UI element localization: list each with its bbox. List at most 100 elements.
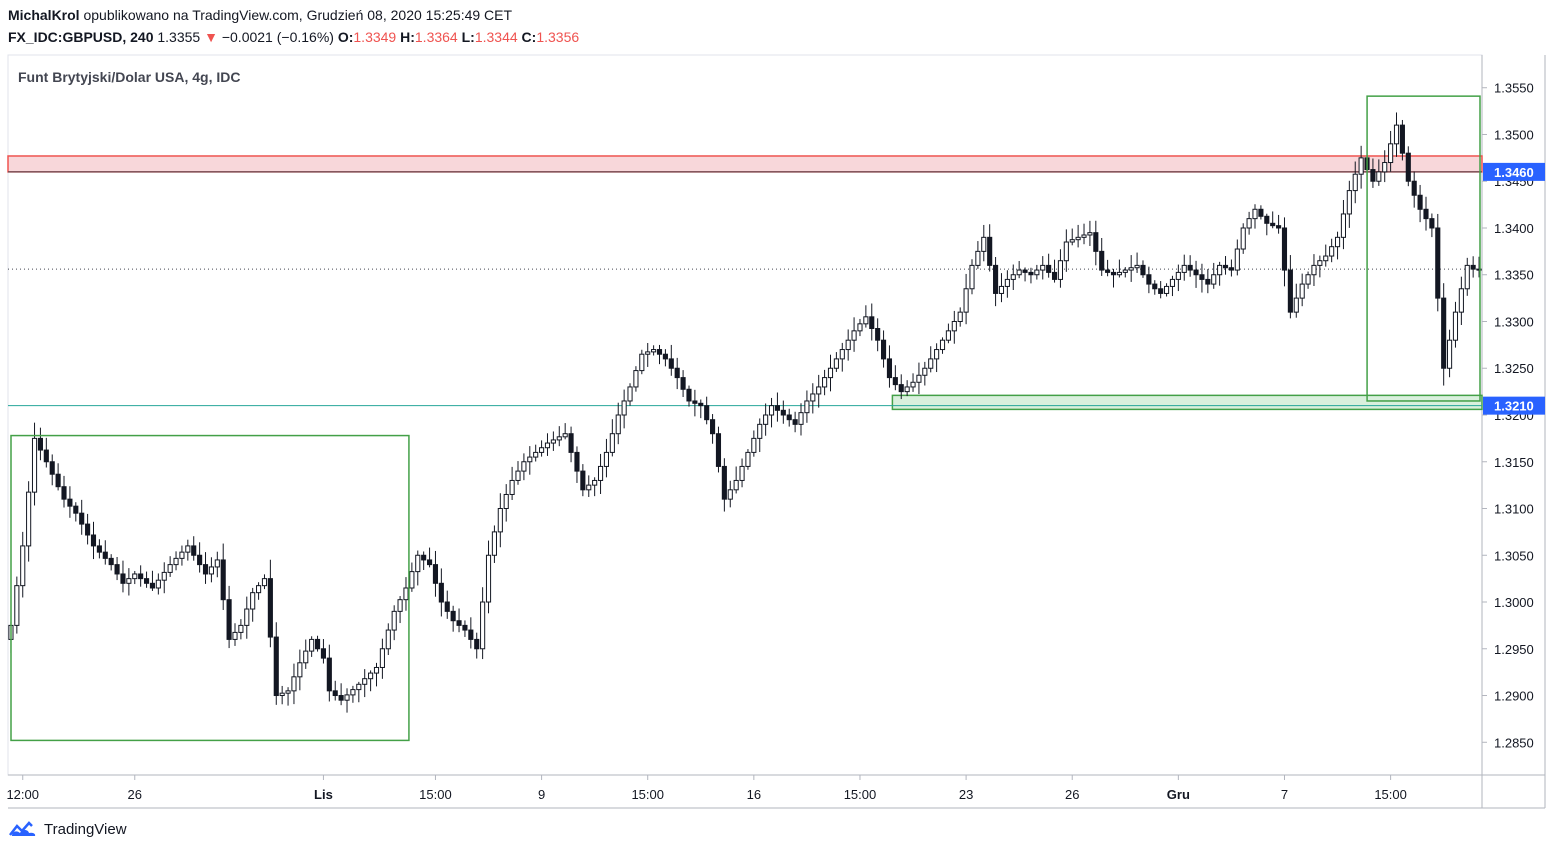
y-tick-label: 1.3250 (1494, 361, 1534, 376)
candle-body (603, 451, 610, 467)
candle-body (291, 676, 297, 692)
candle-body (14, 585, 20, 626)
candle-body (1270, 222, 1276, 227)
candle-body (580, 470, 586, 491)
candle-body (698, 402, 704, 407)
tradingview-brand[interactable]: TradingView (8, 820, 127, 838)
candle-body (804, 400, 810, 414)
candle-body (85, 523, 91, 536)
candle-body (1264, 215, 1270, 224)
candle-body (20, 545, 26, 587)
candle-body (202, 564, 209, 575)
candle-body (1004, 278, 1010, 287)
y-tick-label: 1.3350 (1494, 268, 1534, 283)
candle-body (432, 564, 439, 584)
candle-body (880, 339, 887, 360)
symbol-info: FX_IDC:GBPUSD, 240 1.3355 ▼ −0.0021 (−0.… (8, 29, 579, 45)
candle-body (592, 479, 598, 486)
candle-body (90, 534, 97, 547)
candle-body (421, 554, 427, 561)
candle-body (362, 678, 368, 685)
candle-body (827, 367, 834, 379)
symbol-label: FX_IDC:GBPUSD, 240 (8, 29, 154, 45)
candle-body (356, 683, 362, 691)
candle-body (1458, 288, 1464, 313)
candle-body (1423, 208, 1429, 220)
candle-body (256, 585, 262, 594)
x-tick-label: 23 (959, 787, 973, 802)
candle-body (220, 559, 226, 601)
candle-body (1405, 152, 1411, 182)
time-axis[interactable]: 12:00 26 Lis 15:00 9 15:00 16 15:00 23 26 Gru 7 15:0… (6, 775, 1407, 802)
candle-body (1276, 225, 1282, 229)
candle-body (745, 451, 751, 467)
x-tick-label: 12:00 (6, 787, 39, 802)
candle-body (185, 545, 191, 553)
candle-body (1205, 278, 1211, 285)
candle-body (886, 358, 893, 379)
y-tick-label: 1.3500 (1494, 127, 1534, 142)
candle-body (1334, 236, 1341, 248)
candle-body (751, 437, 757, 453)
candle-body (692, 400, 698, 404)
candle-body (951, 320, 957, 332)
candle-body (285, 690, 291, 694)
candle-body (368, 672, 374, 680)
candle-body (149, 582, 156, 589)
candle-body (108, 557, 114, 566)
candle-body (379, 648, 385, 668)
x-tick-label: 7 (1281, 787, 1288, 802)
candle-body (79, 512, 85, 525)
candle-body (969, 264, 975, 290)
candle-body (31, 437, 38, 493)
close-value: 1.3356 (536, 29, 580, 45)
candle-body (916, 374, 922, 383)
candle-body (822, 377, 828, 388)
change-down-icon: ▼ (204, 29, 218, 45)
candle-body (73, 505, 79, 514)
high-value: 1.3364 (414, 29, 458, 45)
candle-body (1258, 208, 1264, 217)
candle-body (721, 465, 727, 500)
candle-body (833, 358, 839, 369)
candle-body (179, 551, 185, 559)
candle-body (132, 573, 138, 580)
x-tick-label: 15:00 (631, 787, 664, 802)
author-name[interactable]: MichalKrol (8, 7, 80, 23)
candle-body (214, 559, 220, 568)
candles-layer (8, 112, 1482, 713)
candle-body (674, 367, 680, 379)
candle-body (1152, 283, 1158, 290)
candle-body (780, 409, 786, 416)
candle-body (1105, 269, 1111, 273)
candle-body (1040, 264, 1046, 271)
candle-body (1476, 268, 1482, 271)
candle-body (857, 323, 863, 332)
candle-body (1093, 232, 1099, 252)
candle-body (491, 531, 497, 556)
candle-body (485, 554, 492, 603)
candle-body (1240, 227, 1246, 250)
candle-body (645, 351, 651, 355)
candle-body (1329, 246, 1335, 257)
candle-body (1087, 232, 1093, 236)
candle-body (338, 695, 344, 701)
candle-body (757, 423, 763, 439)
candle-body (468, 629, 474, 640)
x-tick-label: 15:00 (1374, 787, 1407, 802)
candle-body (1158, 288, 1164, 294)
candle-body (138, 573, 144, 580)
x-tick-label: 16 (747, 787, 761, 802)
candle-body (963, 288, 969, 313)
candle-body (668, 358, 674, 369)
candle-body (173, 557, 179, 566)
candle-body (556, 436, 562, 441)
price-axis[interactable]: 1.35501.35001.34501.34001.33501.33001.32… (1482, 81, 1534, 751)
candle-body (509, 479, 515, 495)
candle-body (904, 386, 910, 393)
y-tick-label: 1.3000 (1494, 595, 1534, 610)
candle-body (934, 349, 940, 360)
candle-body (1429, 218, 1435, 229)
y-tick-label: 1.3550 (1494, 81, 1534, 96)
